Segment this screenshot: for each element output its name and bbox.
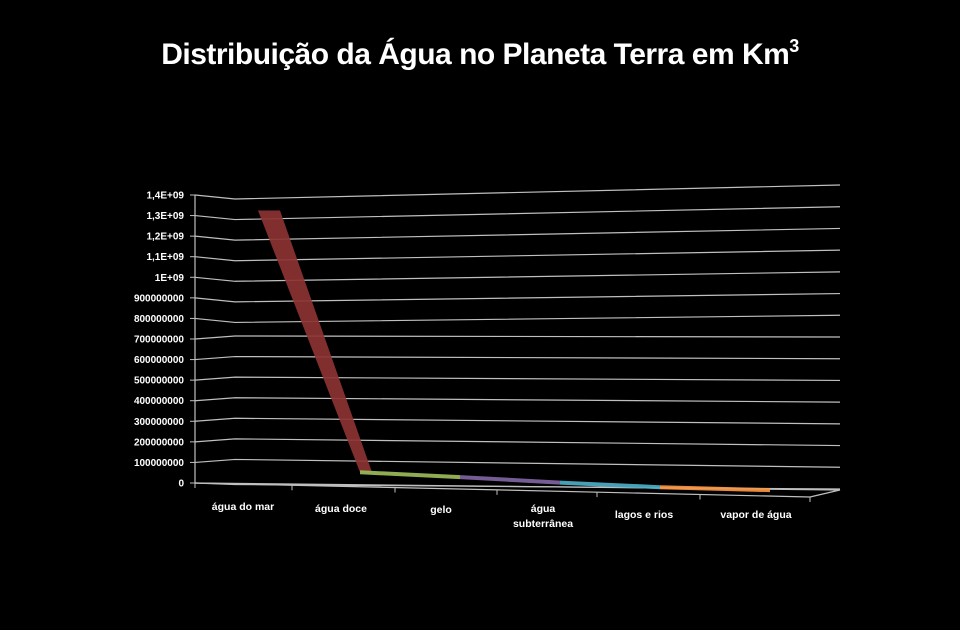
y-tick-label: 600000000 [134,355,184,366]
gridline [194,438,841,447]
gridline [194,292,841,303]
gridline [194,376,841,382]
x-tick-label: água doce [315,503,367,515]
ribbon-segment [660,485,770,493]
gridline [194,335,841,340]
y-tick-label: 1,1E+09 [146,252,184,263]
x-tick-label: lagos e rios [615,509,674,521]
y-axis: 0 100000000 200000000 300000000 400000000 500… [134,191,196,490]
ribbon-segment [360,470,460,480]
gridlines [194,184,841,498]
data-ribbon [258,210,770,493]
ribbon-segment [460,475,560,485]
y-tick-label: 800000000 [134,314,184,325]
x-tick-label: água do mar [212,501,274,513]
gridline [194,227,841,241]
gridline [194,397,841,403]
y-tick-label: 1,3E+09 [146,211,184,222]
gridline [194,184,841,200]
x-tick-label: subterrânea [513,518,573,530]
ribbon-segment [560,480,660,490]
x-tick-label: vapor de água [720,509,791,521]
ribbon-segment [258,210,372,473]
y-tick-label: 300000000 [134,417,184,428]
gridline [194,355,841,361]
y-tick-label: 0 [178,479,184,490]
y-tick-label: 1,2E+09 [146,232,184,243]
gridline [194,271,841,282]
x-tick-label: água [531,503,556,515]
y-tick-label: 1,4E+09 [146,191,184,202]
gridline [194,458,841,468]
chart-title-superscript: 3 [789,36,799,56]
y-tick-label: 500000000 [134,376,184,387]
y-tick-label: 400000000 [134,396,184,407]
x-axis: água do mar água doce gelo água subterrânea l… [194,483,811,530]
x-tick-label: gelo [430,504,452,516]
y-tick-label: 900000000 [134,293,184,304]
gridline [194,249,841,262]
gridline [194,417,841,425]
gridline [194,206,841,221]
y-tick-label: 1E+09 [155,273,185,284]
y-tick-label: 700000000 [134,335,184,346]
gridline [194,314,841,324]
chart-title: Distribuição da Água no Planeta Terra em… [0,36,960,72]
y-tick-label: 200000000 [134,437,184,448]
chart-title-text: Distribuição da Água no Planeta Terra em… [161,38,790,71]
y-tick-label: 100000000 [134,458,184,469]
